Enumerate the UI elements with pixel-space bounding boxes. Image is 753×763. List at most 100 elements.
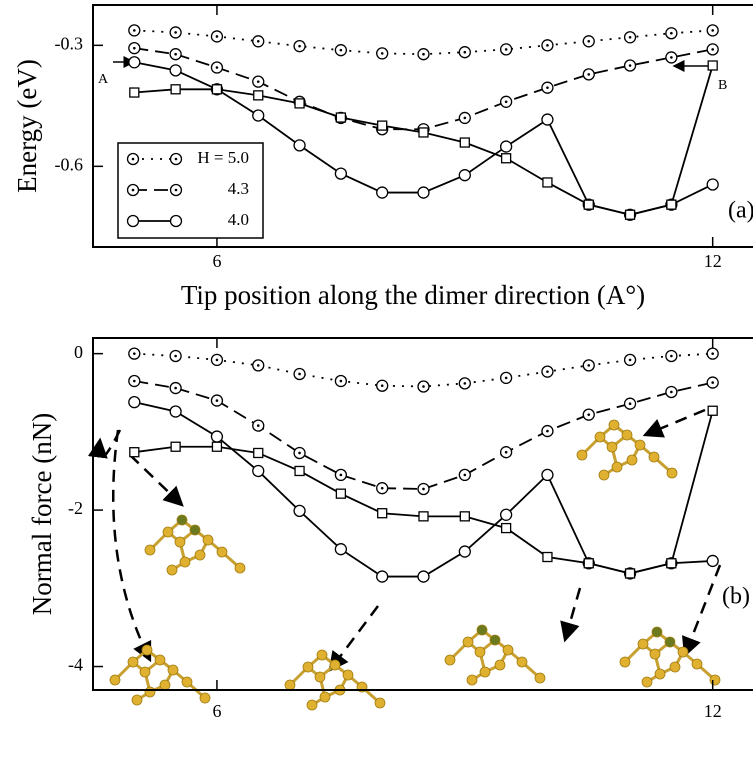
x-tick-label: 12 xyxy=(704,701,722,721)
marker-dot xyxy=(711,29,714,32)
atom xyxy=(490,635,500,645)
data-point xyxy=(459,546,470,557)
marker xyxy=(419,512,428,521)
marker xyxy=(130,448,139,457)
data-point xyxy=(459,170,470,181)
marker xyxy=(253,465,264,476)
atom xyxy=(477,625,487,635)
atom xyxy=(517,657,527,667)
atom xyxy=(692,659,702,669)
atom xyxy=(480,667,490,677)
atom xyxy=(307,700,317,710)
marker xyxy=(170,65,181,76)
data-point xyxy=(625,32,636,43)
data-point xyxy=(501,141,512,152)
data-point xyxy=(666,350,677,361)
data-point xyxy=(707,377,718,388)
atom xyxy=(235,563,245,573)
marker xyxy=(129,397,140,408)
data-point xyxy=(170,406,181,417)
data-point xyxy=(707,44,718,55)
marker-dot xyxy=(629,402,632,405)
atom xyxy=(595,432,605,442)
legend-label: H = 5.0 xyxy=(197,148,249,167)
data-point xyxy=(378,121,387,130)
data-point xyxy=(211,354,222,365)
atom xyxy=(167,565,177,575)
atom xyxy=(177,515,187,525)
marker-dot xyxy=(216,359,219,362)
legend-label: 4.0 xyxy=(228,210,249,229)
marker-dot xyxy=(257,80,260,83)
atom xyxy=(182,677,192,687)
data-point xyxy=(294,505,305,516)
data-point xyxy=(501,96,512,107)
data-point xyxy=(336,489,345,498)
marker xyxy=(707,179,718,190)
atom xyxy=(315,672,325,682)
marker-dot xyxy=(670,391,673,394)
data-point xyxy=(418,381,429,392)
atom xyxy=(495,660,505,670)
figure: 612-0.3-0.6Energy (eV)Tip position along… xyxy=(0,0,753,763)
data-point xyxy=(129,57,140,68)
marker-dot xyxy=(670,32,673,35)
atom xyxy=(285,680,295,690)
data-point xyxy=(419,128,428,137)
data-point xyxy=(459,378,470,389)
data-point xyxy=(543,553,552,562)
atom xyxy=(303,662,313,672)
atom xyxy=(599,470,609,480)
data-point xyxy=(418,483,429,494)
data-point xyxy=(666,28,677,39)
data-point xyxy=(253,360,264,371)
marker xyxy=(501,141,512,152)
data-point xyxy=(377,571,388,582)
y-axis-title: Normal force (nN) xyxy=(27,413,57,615)
data-point xyxy=(130,448,139,457)
annotation: A xyxy=(98,72,109,87)
atom xyxy=(128,657,138,667)
marker xyxy=(584,200,593,209)
atom xyxy=(175,537,185,547)
atom xyxy=(195,550,205,560)
y-tick-label: -4 xyxy=(68,655,83,675)
data-point xyxy=(460,138,469,147)
marker xyxy=(212,85,221,94)
atom xyxy=(110,675,120,685)
data-point xyxy=(335,45,346,56)
marker xyxy=(584,559,593,568)
marker-dot xyxy=(422,488,425,491)
y-tick-label: -2 xyxy=(68,498,83,518)
marker-dot xyxy=(546,430,549,433)
atom xyxy=(343,670,353,680)
data-point xyxy=(418,49,429,60)
atom xyxy=(160,680,170,690)
data-point xyxy=(542,82,553,93)
marker xyxy=(626,210,635,219)
data-point xyxy=(583,409,594,420)
data-point xyxy=(253,465,264,476)
atom xyxy=(620,657,630,667)
marker-dot xyxy=(216,399,219,402)
data-point xyxy=(129,397,140,408)
marker-dot xyxy=(174,31,177,34)
atom xyxy=(140,667,150,677)
marker-dot xyxy=(257,364,260,367)
data-point xyxy=(211,31,222,42)
data-point xyxy=(502,154,511,163)
marker xyxy=(501,509,512,520)
atom xyxy=(670,662,680,672)
marker xyxy=(378,121,387,130)
data-point xyxy=(294,140,305,151)
data-point xyxy=(170,350,181,361)
data-point xyxy=(707,179,718,190)
data-point xyxy=(211,62,222,73)
marker-dot xyxy=(711,48,714,51)
data-point xyxy=(335,376,346,387)
data-point xyxy=(584,200,593,209)
data-point xyxy=(335,469,346,480)
marker-dot xyxy=(505,377,508,380)
data-point xyxy=(253,110,264,121)
marker-dot xyxy=(546,44,549,47)
